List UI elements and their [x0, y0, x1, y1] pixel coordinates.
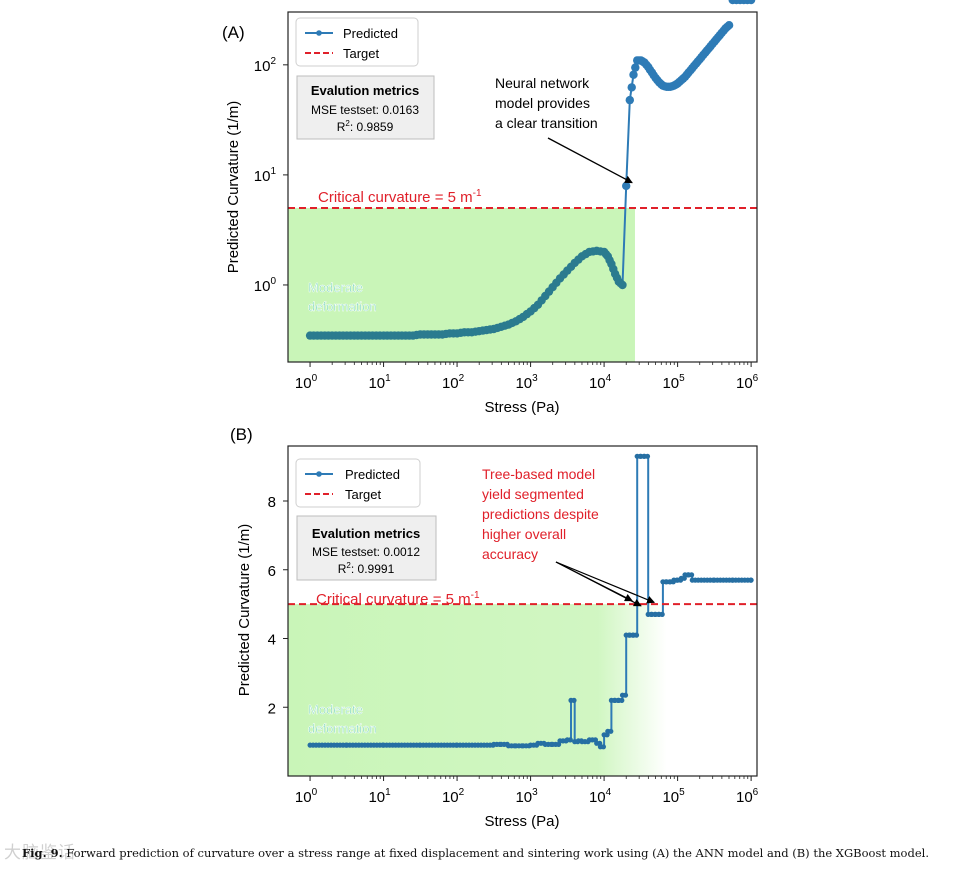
panel-b-shade-label-line1: Moderate	[308, 702, 363, 717]
panel-b-y-tick-label: 4	[268, 632, 276, 649]
panel-a-axes-frame	[287, 11, 758, 363]
panel-b-predicted-point	[644, 453, 651, 459]
panel-a-predicted-point	[618, 280, 627, 290]
panel-a-marks	[305, 0, 756, 340]
panel-b-metrics-title: Evalution metrics	[312, 526, 420, 541]
panel-b-metrics-frame	[296, 515, 437, 581]
panel-b-x-tick-label: 104	[589, 787, 612, 806]
panel-b-y-tick-label: 2	[268, 700, 276, 717]
panel-b-x-tick-label: 101	[368, 787, 391, 806]
panel-a-predicted-point	[724, 21, 734, 30]
panel-b-annotation-line1: Tree-based model	[482, 466, 595, 482]
panel-b-predicted-point	[659, 611, 665, 618]
panel-b-predicted-point	[622, 692, 629, 698]
panel-a-annotation-line1: Neural network	[495, 75, 590, 91]
panel-b-annotation-arrow-2	[555, 561, 642, 607]
panel-b-metrics-r2: R2: 0.9991	[338, 561, 395, 576]
figure-caption: Fig. 9. Forward prediction of curvature …	[22, 846, 929, 860]
panel-a-legend-target-label: Target	[343, 46, 380, 61]
panel-a-annotation-line3: a clear transition	[495, 115, 598, 131]
panel-a-x-ticks: 100 101 102 103 104 105 106	[295, 362, 759, 392]
panel-a-shade-label-line2: deformation	[308, 299, 377, 314]
panel-a-y-tick-label: 100	[254, 276, 277, 295]
panel-b-legend-predicted-marker	[316, 471, 322, 477]
panel-a-critical-label: Critical curvature = 5 m-1	[318, 188, 482, 206]
panel-b-shade-region	[288, 604, 667, 776]
watermark: 大脑鉴话	[4, 843, 76, 863]
panel-b-metrics-box: Evalution metrics MSE testset: 0.0012 R2…	[296, 515, 437, 581]
panel-b-axes-frame	[287, 445, 758, 777]
panel-a-x-tick-label: 106	[736, 373, 759, 392]
panel-a-predicted-point	[622, 181, 631, 191]
panel-a-predicted-point	[625, 95, 634, 105]
panel-a-predicted-point	[627, 83, 636, 92]
panel-b-predicted-point	[567, 737, 573, 743]
panel-a-y-axis-label: Predicted Curvature (1/m)	[225, 101, 242, 274]
panel-b-predicted-point	[619, 697, 625, 704]
panel-b-y-axis-label: Predicted Curvature (1/m)	[236, 524, 253, 697]
panel-b-predicted-point	[608, 728, 614, 734]
panel-a-x-tick-label: 105	[662, 373, 685, 392]
panel-a-x-axis-label: Stress (Pa)	[484, 399, 559, 416]
panel-a-x-tick-label: 104	[589, 373, 612, 392]
panel-b-annotation-line3: predictions despite	[482, 506, 599, 522]
panel-a-annotation-line2: model provides	[495, 95, 590, 111]
panel-b-x-tick-label: 102	[442, 787, 465, 806]
panel-a-y-tick-label: 101	[254, 166, 277, 185]
panel-a-x-tick-label: 103	[515, 373, 538, 392]
panel-b-critical-label: Critical curvature = 5 m-1	[316, 590, 480, 608]
panel-b-x-ticks: 100 101 102 103 104 105 106	[295, 776, 759, 806]
panel-a-x-tick-label: 101	[368, 373, 391, 392]
panel-b-metrics-mse: MSE testset: 0.0012	[312, 545, 420, 559]
panel-b-x-tick-label: 106	[736, 787, 759, 806]
panel-b-x-tick-label: 100	[295, 787, 318, 806]
panel-a-x-tick-label: 100	[295, 373, 318, 392]
panel-b-predicted-point	[689, 572, 695, 578]
panel-b-annotation-line5: accuracy	[482, 546, 538, 562]
panel-a-metrics-box: Evalution metrics MSE testset: 0.0163 R2…	[296, 75, 435, 140]
panel-b-predicted-point	[633, 632, 640, 638]
panel-b-x-axis-label: Stress (Pa)	[484, 813, 559, 830]
panel-a-metrics-frame	[296, 75, 435, 140]
panel-a-legend-predicted-marker	[316, 30, 322, 36]
panel-b-annotation-line2: yield segmented	[482, 486, 584, 502]
panel-b-annotation-line4: higher overall	[482, 526, 566, 542]
panel-b-label: (B)	[230, 425, 253, 444]
panel-b-predicted-point	[600, 744, 607, 750]
panel-b-marks	[307, 453, 754, 750]
panel-b-predicted-point	[571, 697, 577, 704]
panel-a-predicted-point	[746, 0, 756, 5]
panel-a-shade-label-line1: Moderate	[308, 280, 363, 295]
panel-b-x-tick-label: 103	[515, 787, 538, 806]
panel-b-legend-target-label: Target	[345, 487, 382, 502]
panel-b-shade-label-line2: deformation	[308, 721, 377, 736]
panel-a-x-tick-label: 102	[442, 373, 465, 392]
panel-a-metrics-mse: MSE testset: 0.0163	[311, 103, 419, 117]
panel-b-legend-predicted-label: Predicted	[345, 467, 400, 482]
panel-a-y-ticks: 100 101 102	[254, 56, 288, 295]
panel-b-annotation-arrow-3	[555, 561, 656, 604]
panel-a-predicted-point	[631, 63, 640, 72]
panel-a-label: (A)	[222, 23, 245, 42]
panel-b-predicted-point	[748, 577, 754, 583]
panel-b-x-tick-label: 105	[662, 787, 685, 806]
panel-a-legend-predicted-label: Predicted	[343, 26, 398, 41]
panel-a-metrics-r2: R2: 0.9859	[337, 119, 394, 134]
panel-a-annotation-arrow	[547, 137, 633, 184]
panel-b-legend: Predicted Target	[295, 458, 421, 508]
panel-a-legend: Predicted Target	[295, 17, 419, 67]
panel-b-y-tick-label: 6	[268, 563, 276, 580]
panel-b: (B) 100 101 102 103 104 105 106 2 4 6 8 Stress (P…	[230, 425, 759, 830]
panel-a-y-tick-label: 102	[254, 56, 277, 75]
panel-b-y-ticks: 2 4 6 8	[268, 494, 288, 717]
panel-b-y-tick-label: 8	[268, 494, 276, 511]
panel-a-metrics-title: Evalution metrics	[311, 83, 419, 98]
panel-a: (A) 100 101 102 103 104 105 106 100 101 102 Stre…	[222, 0, 759, 416]
panel-a-predicted-point	[629, 70, 638, 79]
